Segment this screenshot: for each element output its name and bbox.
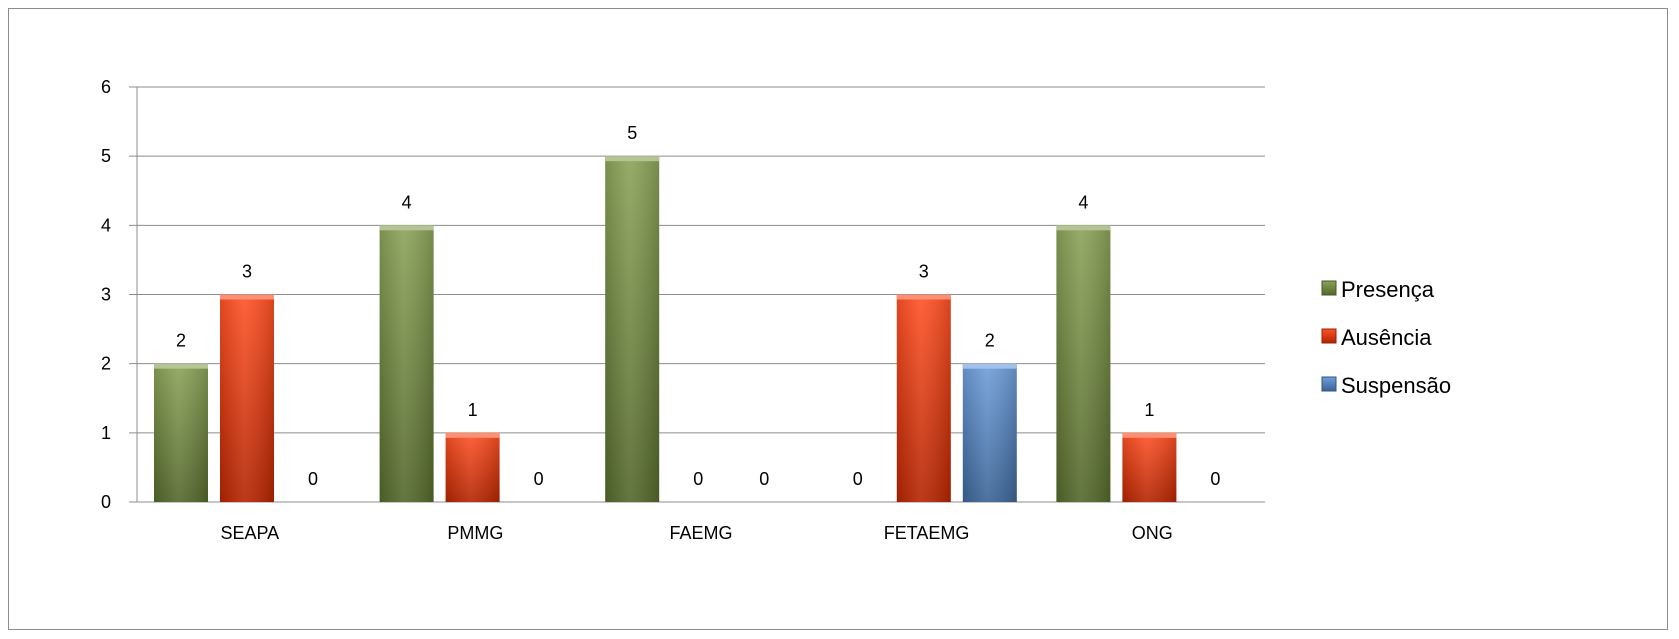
data-label-presenca-pmmg: 4 bbox=[402, 192, 412, 212]
data-label-ausencia-pmmg: 1 bbox=[468, 400, 478, 420]
bar-presenca-pmmg bbox=[379, 225, 434, 503]
data-label-suspensao-pmmg: 0 bbox=[534, 469, 544, 489]
y-tick-label: 0 bbox=[101, 492, 111, 512]
data-label-ausencia-fetaemg: 3 bbox=[919, 262, 929, 282]
data-label-presenca-seapa: 2 bbox=[176, 331, 186, 351]
data-label-presenca-fetaemg: 0 bbox=[853, 469, 863, 489]
legend-item-ausencia: Ausência bbox=[1321, 325, 1432, 350]
legend-swatch bbox=[1321, 280, 1337, 296]
legend-label: Suspensão bbox=[1341, 373, 1451, 398]
bar-ausencia-ong bbox=[1122, 432, 1177, 502]
bar-ausencia-fetaemg bbox=[896, 294, 951, 502]
y-tick-label: 6 bbox=[101, 77, 111, 97]
data-label-suspensao-fetaemg: 2 bbox=[985, 331, 995, 351]
y-tick-label: 3 bbox=[101, 285, 111, 305]
category-label-pmmg: PMMG bbox=[447, 523, 503, 543]
data-label-ausencia-ong: 1 bbox=[1144, 400, 1154, 420]
data-label-suspensao-seapa: 0 bbox=[308, 469, 318, 489]
legend-item-presenca: Presença bbox=[1321, 277, 1435, 302]
y-tick-labels: 0 1 2 3 4 5 6 bbox=[101, 77, 111, 512]
bars bbox=[154, 156, 1177, 503]
legend-swatch bbox=[1321, 376, 1337, 392]
data-label-suspensao-ong: 0 bbox=[1210, 469, 1220, 489]
category-label-fetaemg: FETAEMG bbox=[884, 523, 970, 543]
y-tick-label: 2 bbox=[101, 354, 111, 374]
legend-swatch bbox=[1321, 328, 1337, 344]
legend-label: Presença bbox=[1341, 277, 1435, 302]
category-label-faemg: FAEMG bbox=[669, 523, 732, 543]
data-label-ausencia-faemg: 0 bbox=[693, 469, 703, 489]
data-label-presenca-ong: 4 bbox=[1078, 192, 1088, 212]
bar-ausencia-seapa bbox=[220, 294, 274, 502]
y-tick-label: 4 bbox=[101, 215, 111, 235]
data-label-ausencia-seapa: 3 bbox=[242, 262, 252, 282]
legend-label: Ausência bbox=[1341, 325, 1432, 350]
legend: Presença Ausência Suspensão bbox=[1321, 277, 1451, 398]
category-labels: SEAPA PMMG FAEMG FETAEMG ONG bbox=[220, 523, 1172, 543]
category-label-seapa: SEAPA bbox=[220, 523, 279, 543]
data-label-presenca-faemg: 5 bbox=[627, 123, 637, 143]
data-label-suspensao-faemg: 0 bbox=[759, 469, 769, 489]
bar-ausencia-pmmg bbox=[445, 432, 500, 502]
y-tick-label: 1 bbox=[101, 423, 111, 443]
bar-presenca-ong bbox=[1056, 225, 1111, 503]
bar-presenca-seapa bbox=[154, 363, 208, 502]
chart-frame bbox=[8, 8, 1668, 630]
category-label-ong: ONG bbox=[1132, 523, 1173, 543]
legend-item-suspensao: Suspensão bbox=[1321, 373, 1451, 398]
bar-presenca-faemg bbox=[605, 156, 660, 502]
y-tick-label: 5 bbox=[101, 146, 111, 166]
bar-suspensao-fetaemg bbox=[962, 363, 1017, 502]
